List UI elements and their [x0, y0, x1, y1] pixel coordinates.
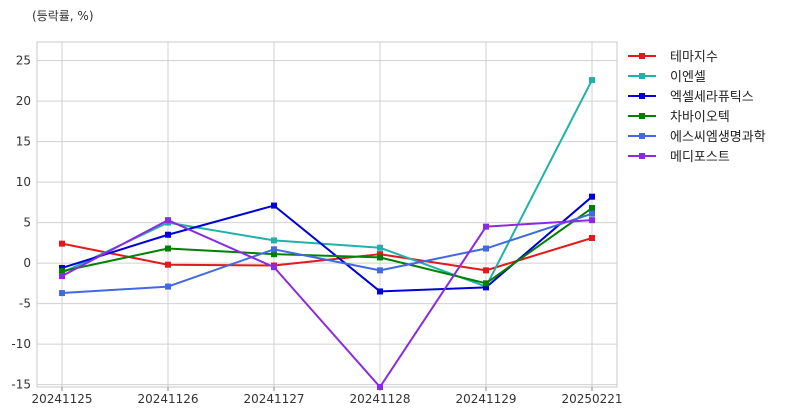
series-group: [59, 77, 595, 390]
series-line-5: [61, 219, 593, 388]
data-point: [59, 264, 65, 271]
data-point: [483, 245, 489, 252]
legend-marker: [639, 113, 645, 119]
data-point: [271, 264, 277, 271]
y-tick-label: 0: [23, 256, 31, 270]
series-line-3: [61, 207, 593, 285]
legend-label: 차바이오텍: [670, 110, 730, 125]
data-point: [59, 268, 65, 275]
data-point: [377, 267, 383, 274]
legend-label: 테마지수: [670, 50, 718, 65]
data-point: [589, 193, 595, 200]
data-point: [165, 245, 171, 252]
data-point: [483, 223, 489, 230]
data-point: [271, 251, 277, 258]
data-point: [271, 246, 277, 253]
data-point: [377, 254, 383, 261]
data-point: [59, 290, 65, 297]
data-point: [59, 240, 65, 247]
data-point: [59, 273, 65, 280]
data-point: [377, 384, 383, 390]
data-point: [271, 202, 277, 209]
series-line-1: [61, 79, 593, 288]
data-point: [377, 251, 383, 258]
y-tick-label: 10: [16, 175, 31, 189]
x-axis-ticks: 20241125 20241126 20241127 20241128 20241129…: [31, 387, 623, 406]
legend-label: 에스씨엠생명과학: [670, 130, 766, 145]
x-tick-label: 20250221: [561, 392, 622, 406]
data-point: [165, 283, 171, 290]
data-point: [589, 210, 595, 217]
data-point: [589, 234, 595, 241]
data-point: [271, 237, 277, 244]
data-point: [589, 205, 595, 212]
data-point: [377, 288, 383, 295]
x-tick-label: 20241126: [137, 392, 198, 406]
y-tick-label: 25: [16, 54, 31, 68]
x-tick-label: 20241128: [349, 392, 410, 406]
x-tick-label: 20241125: [31, 392, 92, 406]
data-point: [377, 244, 383, 251]
y-tick-label: 15: [16, 135, 31, 149]
data-point: [165, 231, 171, 238]
data-point: [483, 267, 489, 274]
x-tick-label: 20241127: [243, 392, 304, 406]
legend-marker: [639, 133, 645, 139]
legend-label: 엑셀세라퓨틱스: [670, 90, 754, 105]
y-tick-label: -5: [19, 297, 31, 311]
data-point: [165, 261, 171, 268]
legend-marker: [639, 153, 645, 159]
legend-marker: [639, 93, 645, 99]
data-point: [165, 217, 171, 224]
x-tick-label: 20241129: [455, 392, 516, 406]
data-point: [483, 284, 489, 291]
y-tick-label: 5: [23, 216, 31, 230]
data-point: [589, 217, 595, 224]
series-line-2: [61, 195, 593, 293]
y-tick-label: -15: [11, 378, 31, 392]
y-axis-ticks: -15 -10 -5 0 5 10 15 20 25: [11, 54, 31, 392]
y-tick-label: 20: [16, 94, 31, 108]
legend-marker: [639, 73, 645, 79]
data-point: [589, 77, 595, 84]
legend-marker: [639, 53, 645, 59]
data-point: [483, 280, 489, 287]
legend-label: 이엔셀: [670, 70, 706, 85]
series-line-4: [61, 212, 593, 295]
legend-label: 메디포스트: [670, 150, 730, 165]
plot-frame: [36, 41, 618, 388]
grid-lines: [37, 42, 617, 387]
chart-subtitle: (등락률, %): [32, 9, 94, 23]
y-tick-label: -10: [11, 337, 31, 351]
